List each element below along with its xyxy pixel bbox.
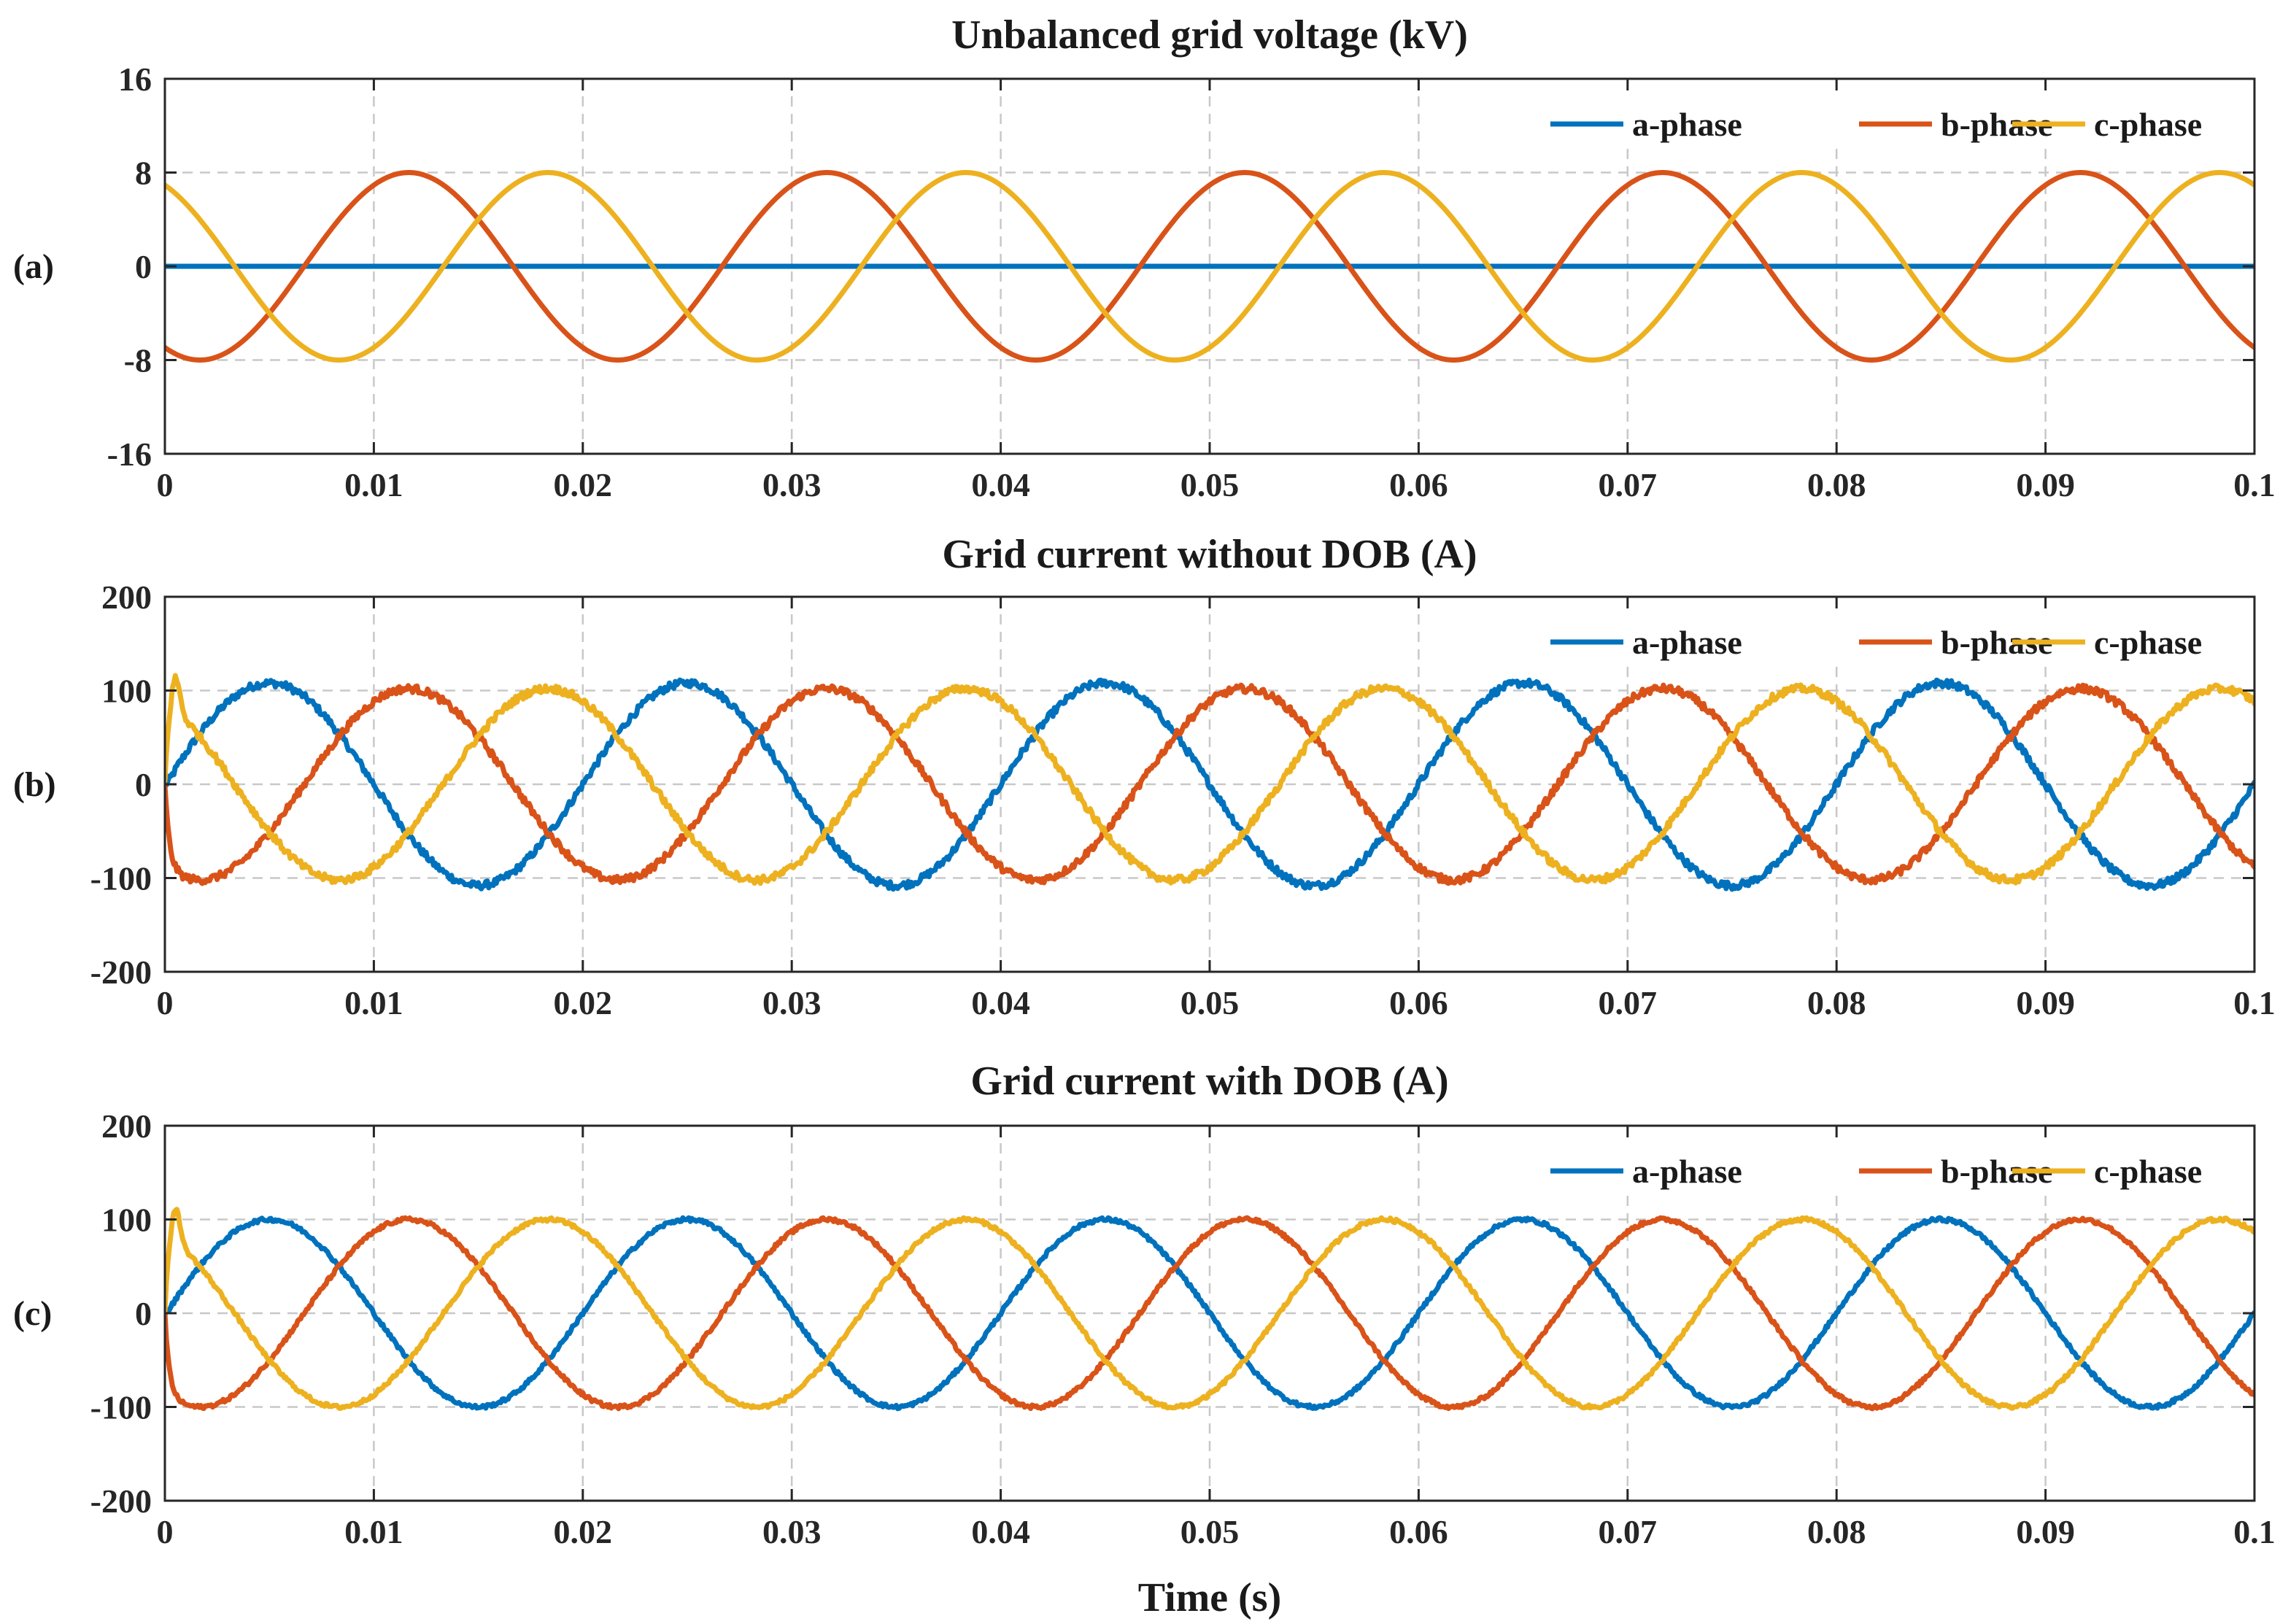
y-tick-label: -100 — [90, 860, 152, 897]
x-tick-label: 0.03 — [762, 984, 822, 1021]
x-tick-label: 0 — [157, 984, 174, 1021]
x-tick-label: 0.07 — [1599, 466, 1658, 503]
legend-label: a-phase — [1632, 106, 1742, 143]
legend-label: a-phase — [1632, 1153, 1742, 1190]
y-tick-label: -200 — [90, 1482, 152, 1520]
x-tick-label: 0 — [157, 466, 174, 503]
x-tick-label: 0.04 — [971, 466, 1030, 503]
panel-label: (a) — [13, 247, 54, 286]
series-line-c-phase — [165, 170, 2254, 363]
x-tick-label: 0.01 — [344, 984, 403, 1021]
x-tick-label: 0.07 — [1599, 984, 1658, 1021]
series-line-c-phase — [165, 1207, 2254, 1411]
x-tick-label: 0.02 — [554, 984, 613, 1021]
series-line-c-phase — [165, 673, 2254, 886]
legend-background — [1540, 613, 2240, 660]
x-tick-label: 0.07 — [1599, 1513, 1658, 1550]
y-tick-label: -200 — [90, 954, 152, 991]
y-tick-label: 200 — [101, 579, 152, 616]
x-tick-label: 0.01 — [344, 1513, 403, 1550]
panel-label: (b) — [13, 765, 56, 804]
series-line-b-phase — [165, 682, 2254, 886]
series-line-b-phase — [165, 1215, 2254, 1412]
panel-2: 0 0.01 0.02 0.03 0.04 0.05 0.06 0.07 0.08 0.09 0.1… — [13, 1059, 2276, 1550]
x-tick-label: 0.1 — [2233, 466, 2276, 503]
legend: a-phase b-phase c-phase — [1540, 1142, 2240, 1190]
y-tick-label: 0 — [135, 766, 152, 803]
x-tick-label: 0.06 — [1389, 1513, 1448, 1550]
x-tick-label: 0.04 — [971, 984, 1030, 1021]
x-tick-label: 0.06 — [1389, 984, 1448, 1021]
series-line-a-phase — [165, 677, 2254, 892]
x-tick-label: 0.06 — [1389, 466, 1448, 503]
panel-label: (c) — [13, 1294, 52, 1333]
legend-background — [1540, 95, 2240, 142]
y-tick-label: 8 — [135, 155, 152, 192]
panel-title: Unbalanced grid voltage (kV) — [951, 12, 1468, 58]
x-tick-label: 0.05 — [1180, 466, 1240, 503]
x-tick-label: 0.04 — [971, 1513, 1030, 1550]
y-tick-label: 16 — [118, 61, 152, 98]
legend: a-phase b-phase c-phase — [1540, 95, 2240, 143]
panel-title: Grid current without DOB (A) — [942, 532, 1477, 577]
panel-0: 0 0.01 0.02 0.03 0.04 0.05 0.06 0.07 0.08 0.09 0.1… — [13, 12, 2276, 503]
y-tick-label: 0 — [135, 248, 152, 285]
legend-label: c-phase — [2094, 106, 2202, 143]
x-tick-label: 0.03 — [762, 1513, 822, 1550]
panel-1: 0 0.01 0.02 0.03 0.04 0.05 0.06 0.07 0.08 0.09 0.1… — [13, 532, 2276, 1021]
x-tick-label: 0.1 — [2233, 984, 2276, 1021]
x-tick-label: 0.05 — [1180, 1513, 1240, 1550]
x-tick-label: 0.08 — [1807, 984, 1866, 1021]
x-tick-label: 0.08 — [1807, 1513, 1866, 1550]
y-tick-label: 100 — [101, 1202, 152, 1239]
y-tick-label: -16 — [107, 436, 152, 473]
x-tick-label: 0.02 — [554, 1513, 613, 1550]
y-tick-label: -100 — [90, 1389, 152, 1426]
x-tick-label: 0.1 — [2233, 1513, 2276, 1550]
legend-label: c-phase — [2094, 1153, 2202, 1190]
x-tick-label: 0.09 — [2016, 984, 2075, 1021]
series-line-b-phase — [165, 170, 2254, 363]
x-tick-label: 0 — [157, 1513, 174, 1550]
x-tick-label: 0.01 — [344, 466, 403, 503]
x-axis-label: Time (s) — [1138, 1575, 1282, 1620]
legend-label: c-phase — [2094, 624, 2202, 661]
legend: a-phase b-phase c-phase — [1540, 613, 2240, 661]
y-tick-label: 0 — [135, 1295, 152, 1332]
panel-title: Grid current with DOB (A) — [970, 1059, 1448, 1104]
legend-background — [1540, 1142, 2240, 1188]
series-line-a-phase — [165, 1215, 2254, 1412]
y-tick-label: 200 — [101, 1107, 152, 1145]
x-tick-label: 0.02 — [554, 466, 613, 503]
y-tick-label: -8 — [124, 342, 152, 379]
x-tick-label: 0.05 — [1180, 984, 1240, 1021]
legend-label: a-phase — [1632, 624, 1742, 661]
x-tick-label: 0.03 — [762, 466, 822, 503]
x-tick-label: 0.09 — [2016, 1513, 2075, 1550]
x-tick-label: 0.08 — [1807, 466, 1866, 503]
y-tick-label: 100 — [101, 673, 152, 710]
x-tick-label: 0.09 — [2016, 466, 2075, 503]
